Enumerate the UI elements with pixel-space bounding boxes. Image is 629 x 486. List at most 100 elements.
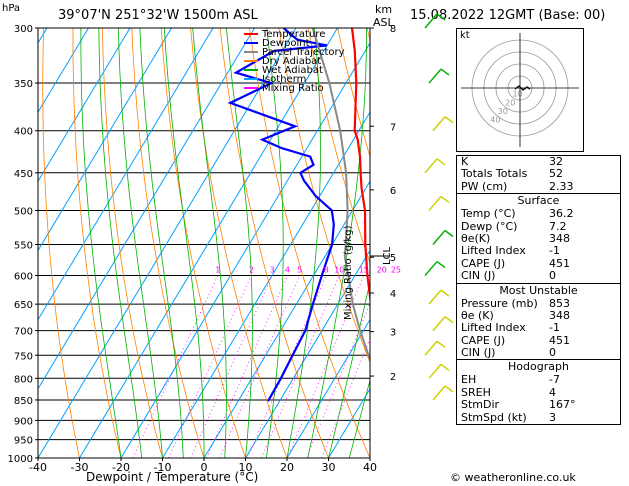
pressure-tick-label: 500 bbox=[14, 206, 33, 217]
height-km-label: 2 bbox=[390, 372, 396, 383]
indices-row: Lifted Index -1 bbox=[457, 244, 620, 257]
valid-time-title: 15.08.2022 12GMT (Base: 00) bbox=[410, 8, 606, 23]
wind-barb bbox=[424, 340, 438, 356]
indices-block: Hodograph EH -7 SREH 4 StmDir 167° StmSpd (kt) 3 bbox=[456, 360, 621, 426]
isotherm-line bbox=[38, 28, 297, 458]
index-label: Temp (°C) bbox=[461, 207, 516, 221]
mixing-ratio-label: 1 bbox=[215, 266, 220, 275]
index-label: θe(K) bbox=[461, 231, 491, 245]
wind-barb-flag bbox=[440, 363, 450, 371]
temperature-tick-label: 0 bbox=[201, 461, 208, 474]
km-unit-label: km bbox=[375, 3, 393, 16]
index-value: 451 bbox=[549, 333, 570, 347]
hodograph-ring-label: 30 bbox=[498, 107, 508, 116]
wind-barb bbox=[428, 195, 442, 211]
height-km-label: 6 bbox=[390, 186, 396, 197]
dry-adiabat-line bbox=[42, 28, 80, 458]
wet-adiabat-line bbox=[139, 28, 184, 458]
legend-item: Parcel Trajectory bbox=[244, 48, 345, 58]
index-value: 853 bbox=[549, 296, 570, 310]
mixing-ratio-label: 2 bbox=[249, 266, 254, 275]
pressure-tick-label: 600 bbox=[14, 272, 33, 283]
pressure-tick-label: 550 bbox=[14, 240, 33, 251]
wet-adiabat-line bbox=[98, 28, 143, 458]
dry-adiabat-line bbox=[160, 28, 246, 458]
copyright-text: © weatheronline.co.uk bbox=[450, 471, 576, 484]
legend-swatch bbox=[244, 42, 258, 44]
hodograph-ring-label: 40 bbox=[490, 116, 500, 125]
indices-block-title: Most Unstable bbox=[499, 283, 578, 297]
indices-block: K 32 Totals Totals 52 PW (cm) 2.33 bbox=[456, 155, 621, 195]
index-value: 36.2 bbox=[549, 207, 574, 221]
mixing-ratio-label: 15 bbox=[359, 266, 369, 275]
index-value: 167° bbox=[549, 398, 576, 412]
legend-swatch bbox=[244, 33, 258, 35]
legend-swatch bbox=[244, 69, 258, 71]
height-km-label: 8 bbox=[390, 24, 396, 35]
pressure-tick-label: 300 bbox=[14, 24, 33, 35]
height-km-label: 3 bbox=[390, 328, 396, 339]
mixing-ratio-line bbox=[306, 302, 370, 458]
legend-item: Dewpoint bbox=[244, 39, 345, 49]
index-value: -7 bbox=[549, 373, 560, 387]
isotherm-line bbox=[245, 249, 370, 458]
indices-row: K 32 bbox=[457, 155, 620, 168]
index-label: CIN (J) bbox=[461, 346, 496, 360]
index-label: CAPE (J) bbox=[461, 333, 506, 347]
temperature-line bbox=[350, 28, 370, 306]
wet-adiabat-line bbox=[265, 28, 284, 458]
index-value: 52 bbox=[549, 167, 563, 181]
indices-row: CIN (J) 0 bbox=[457, 269, 620, 282]
legend-item: Dry Adiabat bbox=[244, 57, 345, 67]
temperature-tick-label: -40 bbox=[29, 461, 47, 474]
wet-adiabat-line bbox=[307, 28, 367, 458]
wet-adiabat-line bbox=[328, 280, 370, 458]
pressure-tick-label: 400 bbox=[14, 127, 33, 138]
index-value: 2.33 bbox=[549, 179, 574, 193]
lcl-label: LCL bbox=[382, 246, 393, 265]
index-label: SREH bbox=[461, 385, 491, 399]
indices-row: Lifted Index -1 bbox=[457, 321, 620, 334]
legend-swatch bbox=[244, 60, 258, 62]
wind-barb-flag bbox=[436, 158, 446, 166]
dry-adiabat-line bbox=[102, 28, 163, 458]
temperature-tick-label: -10 bbox=[154, 461, 172, 474]
index-label: Totals Totals bbox=[461, 167, 528, 181]
mixing-ratio-label: 10 bbox=[334, 266, 344, 275]
hodograph-unit-label: kt bbox=[460, 30, 470, 41]
indices-row: PW (cm) 2.33 bbox=[457, 179, 620, 193]
isotherm-line bbox=[162, 111, 370, 458]
isotherm-line bbox=[38, 28, 89, 114]
dry-adiabat-line bbox=[249, 28, 370, 458]
wet-adiabat-line bbox=[348, 378, 370, 458]
wind-barb bbox=[424, 261, 438, 277]
legend-item: Wet Adiabat bbox=[244, 66, 345, 76]
wind-barb bbox=[432, 116, 446, 132]
index-label: K bbox=[461, 155, 469, 168]
index-label: Dewp (°C) bbox=[461, 219, 518, 233]
legend-swatch bbox=[244, 51, 258, 53]
mixing-ratio-label: 8 bbox=[324, 266, 329, 275]
wind-barb bbox=[424, 158, 438, 174]
mixing-ratio-line bbox=[190, 275, 273, 458]
index-label: CAPE (J) bbox=[461, 256, 506, 270]
temperature-tick-label: -30 bbox=[71, 461, 89, 474]
pressure-tick-label: 750 bbox=[14, 351, 33, 362]
pressure-tick-label: 700 bbox=[14, 327, 33, 338]
temperature-tick-label: 10 bbox=[239, 461, 253, 474]
wind-barb bbox=[432, 385, 446, 401]
isotherm-line bbox=[120, 42, 370, 458]
index-label: Pressure (mb) bbox=[461, 296, 538, 310]
hodograph-trace bbox=[514, 85, 531, 91]
mixing-ratio-line bbox=[287, 275, 365, 458]
dry-adiabat-line bbox=[307, 28, 370, 264]
index-label: PW (cm) bbox=[461, 179, 508, 193]
pressure-tick-label: 900 bbox=[14, 416, 33, 427]
mixing-ratio-label: 25 bbox=[391, 266, 401, 275]
indices-row: θe(K) 348 bbox=[457, 231, 620, 245]
mixing-ratio-label: 20 bbox=[377, 266, 387, 275]
indices-row: CAPE (J) 451 bbox=[457, 256, 620, 270]
index-label: θe (K) bbox=[461, 308, 494, 322]
